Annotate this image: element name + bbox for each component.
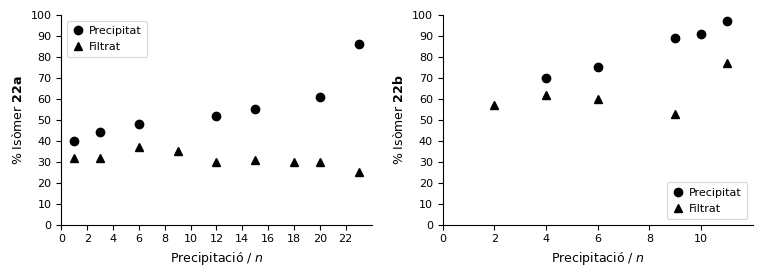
Filtrat — [96, 156, 105, 159]
Filtrat — [671, 112, 680, 115]
Legend: Precipitat, Filtrat: Precipitat, Filtrat — [67, 21, 147, 57]
Filtrat — [542, 93, 551, 96]
Filtrat — [593, 97, 602, 101]
Precipitat — [316, 95, 325, 98]
Precipitat — [212, 114, 221, 117]
Filtrat — [173, 150, 183, 153]
Filtrat — [212, 160, 221, 163]
Y-axis label: % Isòmer $\mathbf{22a}$: % Isòmer $\mathbf{22a}$ — [11, 75, 25, 165]
Filtrat — [723, 62, 732, 65]
Line: Precipitat: Precipitat — [542, 17, 731, 82]
Precipitat — [542, 76, 551, 80]
Y-axis label: % Isòmer $\mathbf{22b}$: % Isòmer $\mathbf{22b}$ — [393, 75, 406, 165]
Line: Filtrat: Filtrat — [490, 59, 731, 118]
Precipitat — [70, 139, 79, 143]
Filtrat — [316, 160, 325, 163]
Line: Precipitat: Precipitat — [70, 40, 363, 145]
Filtrat — [134, 145, 144, 149]
Precipitat — [723, 20, 732, 23]
Filtrat — [490, 103, 499, 107]
Precipitat — [671, 36, 680, 40]
Filtrat — [290, 160, 299, 163]
Precipitat — [251, 108, 260, 111]
Precipitat — [593, 66, 602, 69]
Filtrat — [70, 156, 79, 159]
Filtrat — [251, 158, 260, 161]
Precipitat — [134, 122, 144, 126]
Precipitat — [697, 32, 706, 36]
Filtrat — [354, 171, 363, 174]
Line: Filtrat: Filtrat — [70, 143, 363, 177]
Precipitat — [354, 43, 363, 46]
Legend: Precipitat, Filtrat: Precipitat, Filtrat — [667, 182, 747, 219]
X-axis label: Precipitació / $n$: Precipitació / $n$ — [170, 250, 264, 267]
X-axis label: Precipitació / $n$: Precipitació / $n$ — [551, 250, 645, 267]
Precipitat — [96, 131, 105, 134]
